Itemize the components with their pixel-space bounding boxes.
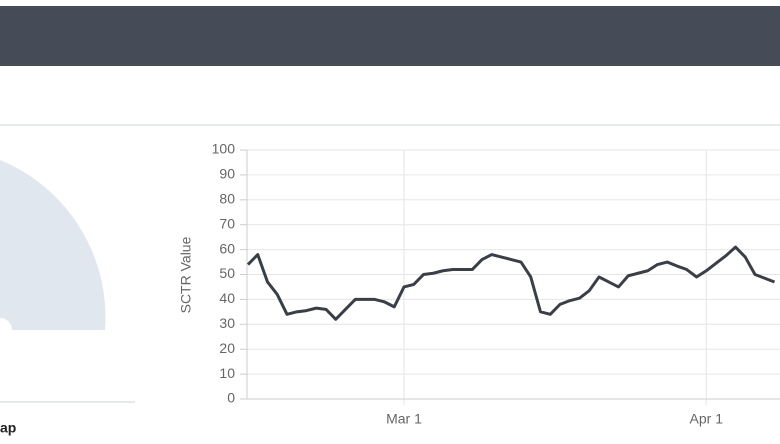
x-tick-label: Mar 1 [386, 411, 422, 427]
y-tick-label: 20 [219, 340, 235, 356]
y-tick-label: 70 [219, 215, 235, 231]
y-tick-label: 100 [212, 141, 236, 157]
y-tick-label: 10 [219, 365, 235, 381]
chart: 0 10 20 30 40 50 60 70 80 90 100 Mar 1 Apr 1 SCTR Val… [178, 141, 780, 427]
x-tick-label: Apr 1 [690, 411, 724, 427]
y-axis-label: SCTR Value [178, 236, 194, 313]
y-tick-label: 0 [227, 390, 235, 406]
y-tick-label: 90 [219, 166, 235, 182]
y-tick-label: 40 [219, 290, 235, 306]
y-tick-label: 80 [219, 191, 235, 207]
panel-label: ap [0, 420, 16, 436]
gauge [0, 160, 106, 330]
y-tick-label: 60 [219, 240, 235, 256]
data-line [246, 245, 776, 321]
header-bar [0, 6, 780, 66]
y-tick-label: 30 [219, 315, 235, 331]
y-tick-label: 50 [219, 265, 235, 281]
